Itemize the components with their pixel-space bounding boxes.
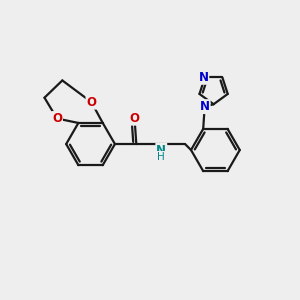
Text: N: N: [198, 71, 208, 84]
Text: H: H: [158, 152, 165, 161]
Text: O: O: [52, 112, 62, 125]
Text: O: O: [130, 112, 140, 125]
Text: N: N: [200, 100, 210, 113]
Text: O: O: [86, 96, 96, 109]
Text: N: N: [156, 143, 166, 157]
